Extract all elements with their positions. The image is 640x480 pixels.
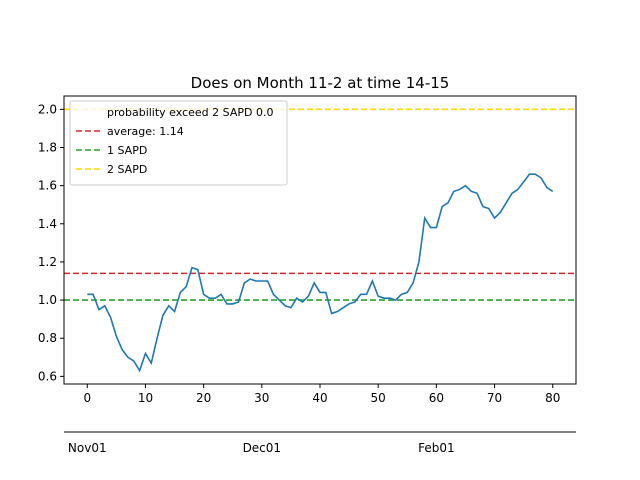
y-tick-label: 1.8 [38, 140, 57, 154]
legend-label: 2 SAPD [107, 163, 147, 176]
x-tick-label: 10 [138, 391, 153, 405]
secondary-date-axis: Nov01 Dec01 Feb01 [64, 431, 576, 455]
x-axis-ticks: 0 10 20 30 40 50 60 70 80 [83, 384, 560, 405]
y-tick-label: 0.6 [38, 369, 57, 383]
x-tick-label: 0 [83, 391, 91, 405]
y-tick-label: 1.6 [38, 179, 57, 193]
legend-label: average: 1.14 [107, 125, 184, 138]
x-tick-label: 40 [312, 391, 327, 405]
y-tick-label: 1.0 [38, 293, 57, 307]
x-tick-label: 20 [196, 391, 211, 405]
x-tick-label: 60 [429, 391, 444, 405]
x-tick-label: 50 [371, 391, 386, 405]
y-axis-ticks: 0.6 0.8 1.0 1.2 1.4 1.6 1.8 2.0 [38, 102, 64, 383]
x-tick-label: 30 [254, 391, 269, 405]
secondary-axis-label: Dec01 [243, 441, 282, 455]
legend-label: 1 SAPD [107, 144, 147, 157]
x-tick-label: 70 [487, 391, 502, 405]
x-tick-label: 80 [545, 391, 560, 405]
y-tick-label: 0.8 [38, 331, 57, 345]
legend: probability exceed 2 SAPD 0.0 average: 1.… [69, 100, 288, 186]
y-tick-label: 1.2 [38, 255, 57, 269]
secondary-axis-label: Nov01 [68, 441, 107, 455]
secondary-axis-label: Feb01 [418, 441, 455, 455]
y-tick-label: 1.4 [38, 217, 57, 231]
legend-box [69, 100, 288, 186]
y-tick-label: 2.0 [38, 102, 57, 116]
series-line [87, 173, 554, 373]
legend-label: probability exceed 2 SAPD 0.0 [107, 106, 273, 119]
chart-title: Does on Month 11-2 at time 14-15 [191, 74, 450, 92]
